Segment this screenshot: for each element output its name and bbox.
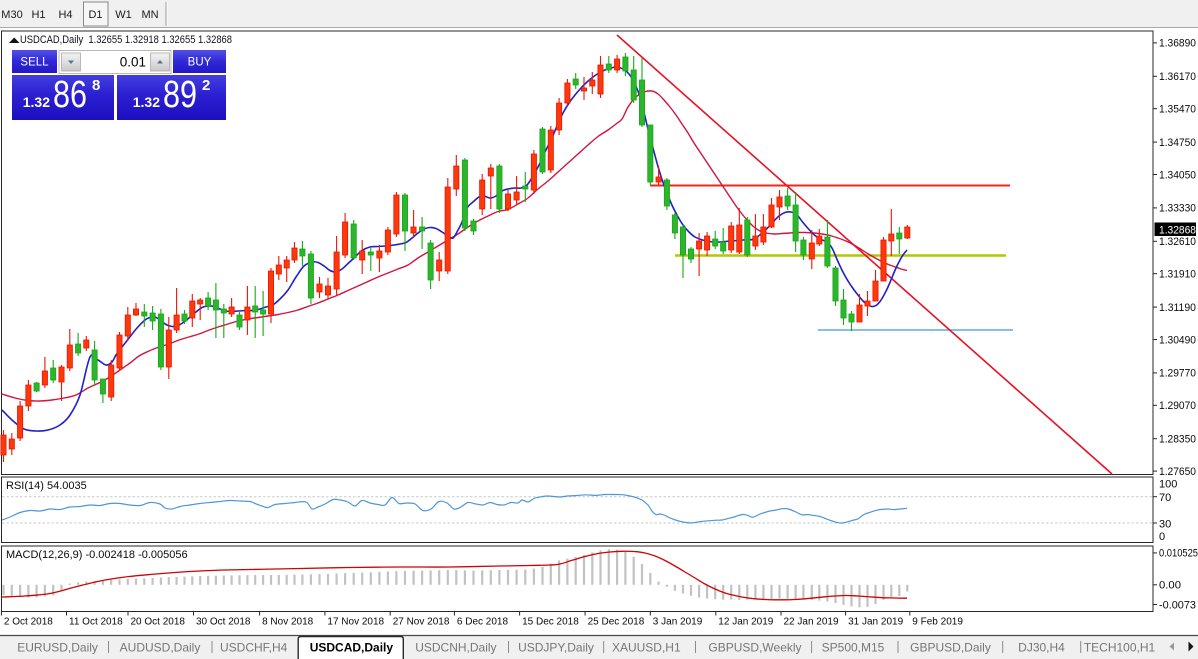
svg-text:1.28350: 1.28350 — [1159, 434, 1196, 446]
svg-text:D1: D1 — [88, 9, 102, 21]
svg-text:SP500,M15: SP500,M15 — [822, 641, 885, 655]
svg-text:0.01: 0.01 — [120, 55, 146, 70]
svg-text:86: 86 — [53, 74, 87, 116]
svg-text:1.32868: 1.32868 — [1159, 224, 1196, 236]
svg-text:1.31190: 1.31190 — [1159, 302, 1196, 314]
svg-text:EURUSD,Daily: EURUSD,Daily — [17, 641, 98, 655]
svg-text:M30: M30 — [1, 9, 22, 21]
svg-text:USDCAD,Daily 1.32655 1.32918: USDCAD,Daily 1.32655 1.32918 1.32655 1.3… — [20, 34, 232, 46]
svg-text:25 Dec 2018: 25 Dec 2018 — [588, 617, 645, 628]
svg-text:XAUUSD,H1: XAUUSD,H1 — [612, 641, 681, 655]
svg-text:15 Dec 2018: 15 Dec 2018 — [522, 617, 579, 628]
svg-text:1.35470: 1.35470 — [1159, 104, 1196, 116]
svg-text:TECH100,H1: TECH100,H1 — [1084, 641, 1156, 655]
svg-text:89: 89 — [163, 74, 197, 116]
svg-text:1.31910: 1.31910 — [1159, 269, 1196, 281]
svg-text:1.36890: 1.36890 — [1159, 38, 1196, 50]
svg-text:11 Oct 2018: 11 Oct 2018 — [69, 617, 123, 628]
svg-text:RSI(14) 54.0035: RSI(14) 54.0035 — [6, 480, 87, 492]
svg-text:USDCHF,H4: USDCHF,H4 — [220, 641, 288, 655]
svg-text:1.30490: 1.30490 — [1159, 334, 1196, 346]
svg-text:27 Nov 2018: 27 Nov 2018 — [393, 617, 450, 628]
svg-text:2 Oct 2018: 2 Oct 2018 — [4, 617, 53, 628]
svg-text:MACD(12,26,9) -0.002418 -0.005: MACD(12,26,9) -0.002418 -0.005056 — [6, 549, 188, 561]
svg-text:1.32: 1.32 — [133, 94, 160, 110]
svg-text:USDJPY,Daily: USDJPY,Daily — [518, 641, 594, 655]
svg-text:W1: W1 — [115, 9, 132, 21]
svg-text:BUY: BUY — [188, 57, 212, 69]
svg-text:6 Dec 2018: 6 Dec 2018 — [457, 617, 509, 628]
svg-text:USDCNH,Daily: USDCNH,Daily — [415, 641, 496, 655]
svg-text:USDCAD,Daily: USDCAD,Daily — [310, 641, 394, 655]
svg-text:1.33330: 1.33330 — [1159, 203, 1196, 215]
svg-text:70: 70 — [1159, 492, 1171, 504]
svg-text:100: 100 — [1159, 478, 1177, 490]
svg-text:1.34050: 1.34050 — [1159, 169, 1196, 181]
svg-text:1.32610: 1.32610 — [1159, 236, 1196, 248]
svg-text:30 Oct 2018: 30 Oct 2018 — [196, 617, 251, 628]
svg-text:1.34750: 1.34750 — [1159, 137, 1196, 149]
svg-text:AUDUSD,Daily: AUDUSD,Daily — [120, 641, 201, 655]
svg-text:1.29070: 1.29070 — [1159, 400, 1196, 412]
svg-text:1.36170: 1.36170 — [1159, 71, 1196, 83]
svg-text:3 Jan 2019: 3 Jan 2019 — [653, 617, 703, 628]
svg-text:2: 2 — [202, 77, 210, 94]
svg-text:H1: H1 — [31, 9, 45, 21]
svg-text:31 Jan 2019: 31 Jan 2019 — [848, 617, 903, 628]
svg-text:30: 30 — [1159, 518, 1171, 530]
svg-text:0.00: 0.00 — [1159, 580, 1181, 592]
svg-text:22 Jan 2019: 22 Jan 2019 — [784, 617, 839, 628]
svg-text:SELL: SELL — [20, 57, 49, 69]
svg-text:H4: H4 — [58, 9, 72, 21]
svg-text:8: 8 — [92, 77, 100, 94]
svg-text:GBPUSD,Daily: GBPUSD,Daily — [910, 641, 991, 655]
svg-text:DJ30,H4: DJ30,H4 — [1018, 641, 1065, 655]
svg-text:1.27650: 1.27650 — [1159, 466, 1196, 478]
svg-text:MN: MN — [141, 9, 158, 21]
svg-text:8 Nov 2018: 8 Nov 2018 — [262, 617, 314, 628]
svg-text:9 Feb 2019: 9 Feb 2019 — [912, 617, 963, 628]
svg-text:12 Jan 2019: 12 Jan 2019 — [718, 617, 773, 628]
svg-text:GBPUSD,Weekly: GBPUSD,Weekly — [708, 641, 801, 655]
svg-text:-0.0073: -0.0073 — [1159, 599, 1196, 611]
svg-text:0: 0 — [1159, 531, 1165, 543]
svg-text:20 Oct 2018: 20 Oct 2018 — [131, 617, 186, 628]
svg-text:1.29770: 1.29770 — [1159, 368, 1196, 380]
svg-text:17 Nov 2018: 17 Nov 2018 — [327, 617, 384, 628]
svg-text:1.32: 1.32 — [23, 94, 50, 110]
svg-text:0.010525: 0.010525 — [1159, 548, 1198, 560]
